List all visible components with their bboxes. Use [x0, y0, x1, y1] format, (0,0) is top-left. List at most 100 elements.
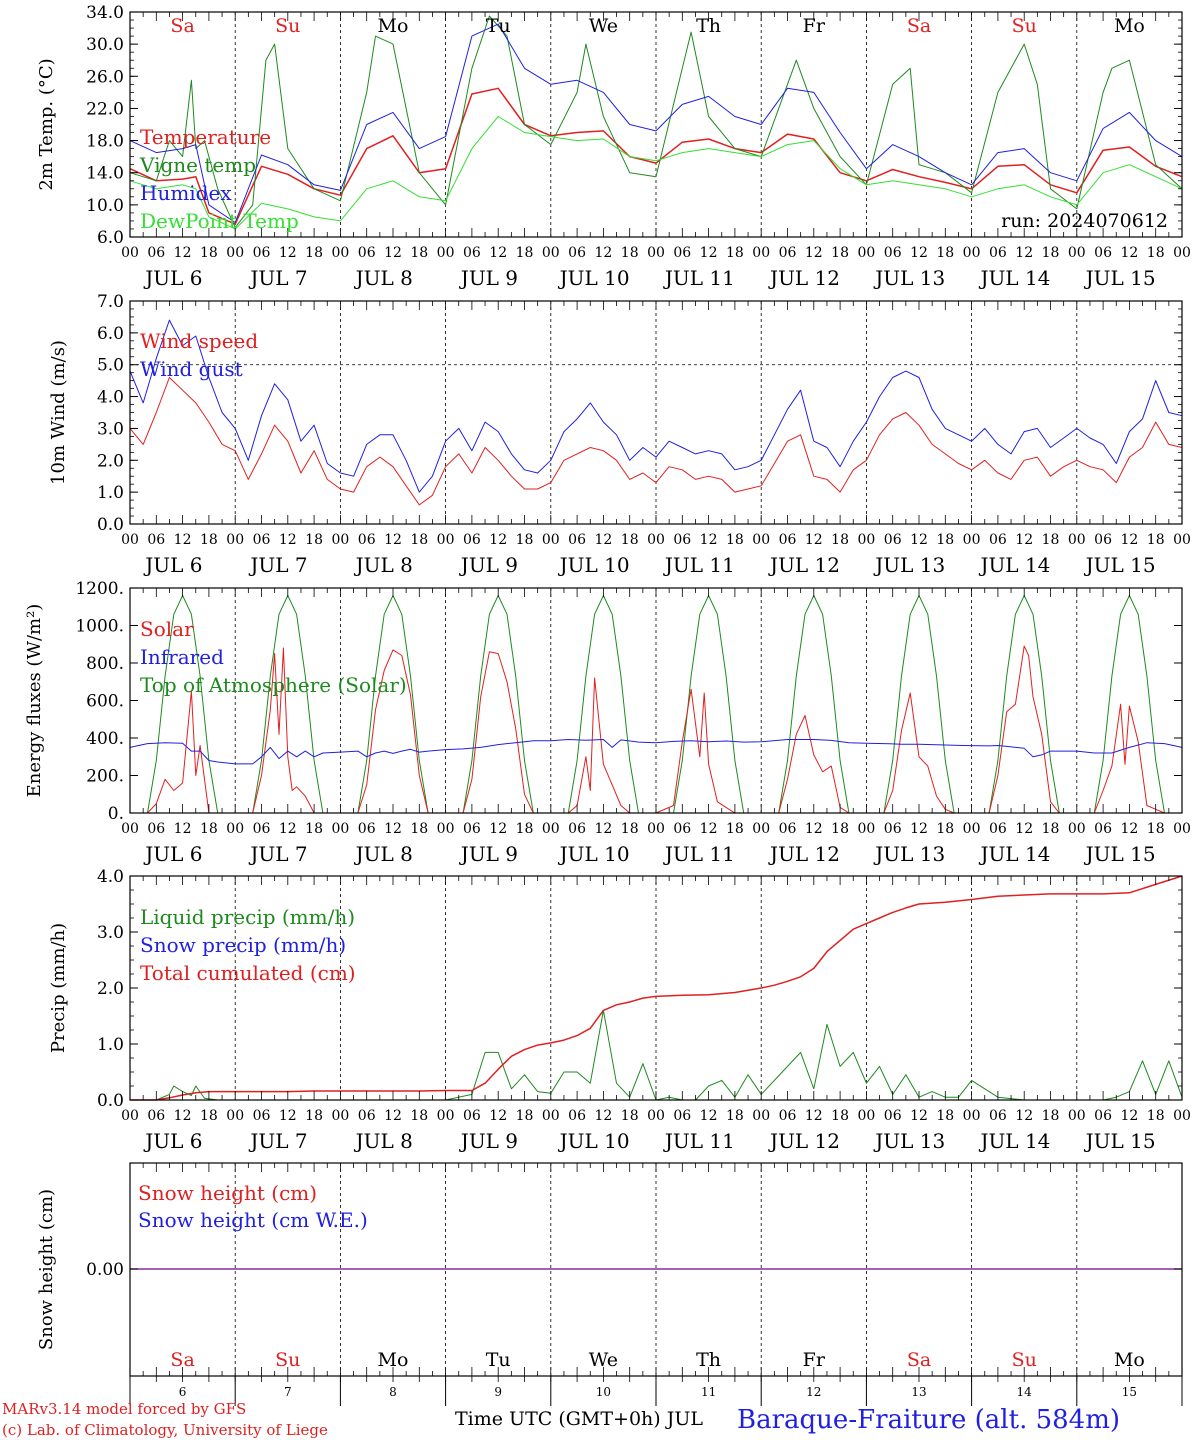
y-tick-label: 22.0 [86, 99, 124, 119]
hour-tick-label: 12 [805, 532, 823, 548]
hour-tick-label: 12 [594, 245, 612, 261]
hour-tick-label: 18 [1042, 821, 1060, 837]
credit-line-2: (c) Lab. of Climatology, University of L… [2, 1421, 328, 1439]
weekday-label: Tu [486, 1349, 511, 1371]
weekday-label: Fr [803, 15, 826, 37]
hour-tick-label: 00 [857, 245, 875, 261]
hour-tick-label: 18 [621, 821, 639, 837]
date-label: JUL 15 [1084, 1129, 1156, 1153]
hour-tick-label: 06 [989, 821, 1007, 837]
hour-tick-label: 12 [1015, 532, 1033, 548]
panel-frames [129, 11, 1183, 1406]
legends: Temperature Vigne temp Humidex DewPoint Tem… [138, 125, 407, 1232]
series-line [129, 739, 1183, 765]
weekday-label: Mo [1114, 1349, 1145, 1371]
hour-tick-label: 00 [647, 532, 665, 548]
hour-tick-label: 00 [226, 532, 244, 548]
date-label: JUL 13 [873, 266, 945, 290]
hour-tick-label: 06 [568, 245, 586, 261]
hour-tick-label: 12 [489, 245, 507, 261]
hour-tick-label: 06 [673, 245, 691, 261]
day-number-label: 13 [911, 1385, 926, 1399]
hour-tick-label: 06 [568, 532, 586, 548]
hour-tick-label: 12 [489, 821, 507, 837]
series-line [129, 319, 1183, 493]
y-tick-label: 4.0 [97, 867, 124, 887]
date-label: JUL 9 [459, 842, 518, 866]
hour-tick-label: 12 [594, 821, 612, 837]
hour-tick-label: 12 [1015, 821, 1033, 837]
hour-tick-label: 12 [384, 821, 402, 837]
hour-tick-label: 18 [1042, 1108, 1060, 1124]
hour-tick-label: 18 [410, 821, 428, 837]
hour-tick-label: 18 [200, 1108, 218, 1124]
date-label: JUL 10 [558, 842, 630, 866]
hour-tick-label: 06 [253, 1108, 271, 1124]
day-number-label: 7 [284, 1385, 292, 1399]
hour-tick-label: 06 [358, 532, 376, 548]
hour-tick-label: 06 [147, 532, 165, 548]
data-series [129, 15, 1183, 1270]
y-tick-label: 6.0 [97, 228, 124, 248]
legend-entry: Snow height (cm W.E.) [138, 1208, 368, 1232]
y-tick-label: 0. [108, 804, 124, 824]
hour-tick-label: 18 [831, 245, 849, 261]
hour-tick-label: 06 [463, 1108, 481, 1124]
hour-tick-label: 06 [147, 245, 165, 261]
hour-tick-label: 00 [857, 1108, 875, 1124]
hour-tick-label: 12 [174, 532, 192, 548]
y-tick-label: 600. [86, 692, 124, 712]
hour-tick-label: 18 [726, 1108, 744, 1124]
run-label: run: 2024070612 [1001, 210, 1168, 232]
hour-tick-label: 18 [621, 532, 639, 548]
hour-tick-label: 12 [489, 532, 507, 548]
date-label: JUL 12 [768, 266, 840, 290]
hour-tick-label: 18 [516, 245, 534, 261]
weekday-label: We [589, 15, 618, 37]
y-tick-label: 1.0 [97, 1035, 124, 1055]
y-tick-label: 3.0 [97, 419, 124, 439]
y-tick-label: 1000. [75, 617, 124, 637]
hour-tick-label: 00 [857, 821, 875, 837]
weekday-label: Th [696, 15, 721, 37]
hour-tick-label: 06 [779, 821, 797, 837]
hour-tick-label: 12 [805, 1108, 823, 1124]
date-label: JUL 8 [354, 842, 413, 866]
hour-tick-label: 06 [1094, 532, 1112, 548]
hour-tick-label: 06 [779, 1108, 797, 1124]
date-label: JUL 10 [558, 1129, 630, 1153]
y-tick-label: 5.0 [97, 356, 124, 376]
hour-tick-label: 06 [463, 245, 481, 261]
hour-tick-label: 00 [437, 821, 455, 837]
y-axis-title: Precip (mm/h) [48, 923, 69, 1053]
y-axis-title: Snow height (cm) [36, 1189, 57, 1350]
hour-tick-label: 18 [726, 245, 744, 261]
hour-tick-label: 12 [1015, 1108, 1033, 1124]
hour-tick-label: 00 [226, 1108, 244, 1124]
hour-tick-label: 12 [279, 245, 297, 261]
hour-tick-label: 12 [384, 532, 402, 548]
hour-tick-label: 00 [752, 532, 770, 548]
hour-tick-label: 00 [121, 1108, 139, 1124]
hour-tick-label: 18 [200, 532, 218, 548]
hour-tick-label: 18 [200, 821, 218, 837]
date-label: JUL 10 [558, 266, 630, 290]
weekday-label: Sa [907, 15, 931, 37]
hour-tick-label: 00 [226, 821, 244, 837]
hour-tick-label: 00 [963, 1108, 981, 1124]
hour-tick-label: 00 [857, 532, 875, 548]
hour-tick-label: 18 [305, 245, 323, 261]
y-tick-label: 14.0 [86, 164, 124, 184]
hour-tick-label: 18 [305, 821, 323, 837]
hour-tick-label: 00 [121, 821, 139, 837]
hour-tick-label: 00 [437, 245, 455, 261]
y-tick-label: 200. [86, 767, 124, 787]
y-tick-label: 0.0 [97, 515, 124, 535]
date-label: JUL 7 [248, 1129, 307, 1153]
hour-tick-label: 18 [305, 532, 323, 548]
hour-tick-label: 12 [594, 532, 612, 548]
hour-tick-label: 18 [936, 1108, 954, 1124]
hour-tick-label: 06 [358, 821, 376, 837]
hour-tick-label: 06 [673, 1108, 691, 1124]
day-number-label: 11 [701, 1385, 716, 1399]
